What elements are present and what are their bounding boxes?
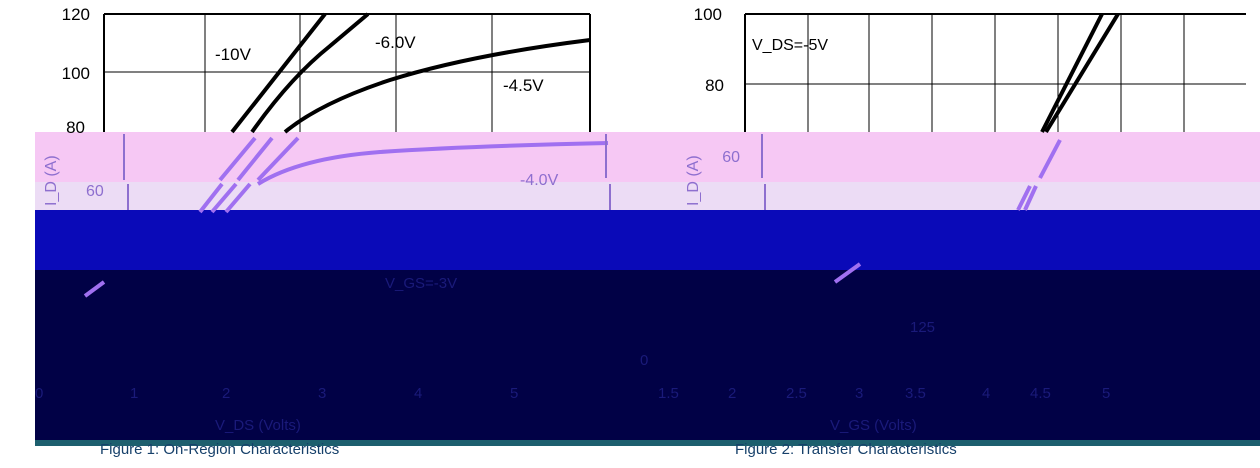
c2-curve-125 xyxy=(1040,13,1104,133)
c2-xtick-3: 3 xyxy=(855,385,863,402)
c1-curve-4-5v xyxy=(283,38,591,134)
c2-xtick-1-5: 1.5 xyxy=(658,385,679,402)
c2-xtick-2: 2 xyxy=(728,385,736,402)
c1-xtick-5: 5 xyxy=(510,385,518,402)
c1-ytick-100: 100 xyxy=(62,64,90,83)
c2-curves xyxy=(1040,12,1120,134)
blue-band xyxy=(35,210,1260,270)
c1-xtick-4: 4 xyxy=(414,385,422,402)
c2-ylabel: I_D (A) xyxy=(685,155,702,206)
c1-ytick-80: 80 xyxy=(66,118,85,137)
chart-1 xyxy=(83,12,611,298)
c1-caption: Figure 1: On-Region Characteristics xyxy=(100,441,339,458)
c2-grid xyxy=(745,14,1246,132)
c2-curve-25 xyxy=(1044,12,1120,134)
c2-ytick-60: 60 xyxy=(722,149,740,166)
c2-label-0: 0 xyxy=(640,352,648,369)
c2-xtick-3-5: 3.5 xyxy=(905,385,926,402)
c1-label-vgs3: V_GS=-3V xyxy=(385,275,457,292)
c2-label-125: 125 xyxy=(910,319,935,336)
c1-xtick-0: 0 xyxy=(35,385,43,402)
c1-frame xyxy=(103,13,591,132)
c1-curves xyxy=(230,12,591,134)
navy-band xyxy=(35,270,1260,440)
c2-frame xyxy=(744,13,1246,132)
c2-ytick-100: 100 xyxy=(694,5,722,24)
c1-label-6v: -6.0V xyxy=(375,33,416,52)
c2-xtick-5: 5 xyxy=(1102,385,1110,402)
c1-label-10v: -10V xyxy=(215,45,252,64)
c2-xlabel: V_GS (Volts) xyxy=(830,417,917,434)
c1-label-4v: -4.0V xyxy=(520,172,559,189)
pink-band xyxy=(35,132,1260,182)
c2-overlay-curves xyxy=(833,139,1062,284)
c1-overlay-frame xyxy=(123,134,611,210)
c2-xtick-2-5: 2.5 xyxy=(786,385,807,402)
c2-caption: Figure 2: Transfer Characteristics xyxy=(735,441,957,458)
c1-xtick-1: 1 xyxy=(130,385,138,402)
c2-ytick-80: 80 xyxy=(705,76,724,95)
c1-grid xyxy=(104,14,590,132)
c1-xtick-2: 2 xyxy=(222,385,230,402)
c1-curve-6v xyxy=(250,12,370,134)
c2-overlay-frame xyxy=(761,134,766,210)
c1-xtick-3: 3 xyxy=(318,385,326,402)
chart-2 xyxy=(744,12,1246,284)
c1-xlabel: V_DS (Volts) xyxy=(215,417,301,434)
c1-overlay-curves xyxy=(83,136,609,298)
c2-xtick-4-5: 4.5 xyxy=(1030,385,1051,402)
c2-xtick-4: 4 xyxy=(982,385,990,402)
c1-ylabel: I_D (A) xyxy=(43,155,60,206)
teal-strip xyxy=(35,440,1260,446)
c1-ytick-120: 120 xyxy=(62,5,90,24)
c1-label-4-5v: -4.5V xyxy=(503,76,544,95)
c1-ytick-60: 60 xyxy=(86,183,104,200)
c1-curve-10v xyxy=(230,12,327,134)
c2-label-vds: V_DS=-5V xyxy=(752,37,828,54)
